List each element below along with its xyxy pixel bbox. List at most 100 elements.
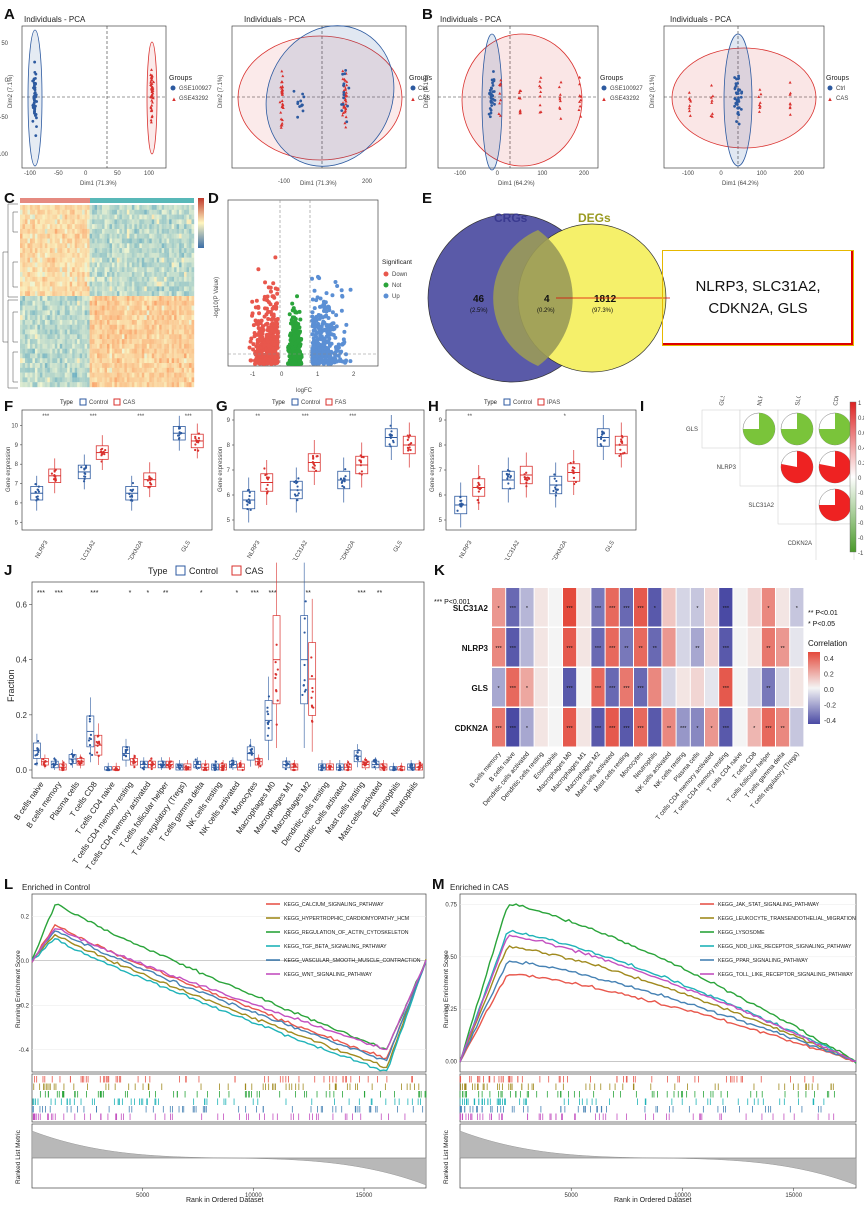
heatmap-cell	[166, 305, 170, 311]
heatmap-cell	[166, 272, 170, 278]
heatmap-cell	[49, 238, 53, 244]
heatmap-cell	[42, 286, 46, 292]
heatmap-cell	[92, 219, 95, 225]
heatmap-cell	[54, 339, 58, 345]
heatmap-cell	[49, 339, 53, 345]
heatmap-cell	[111, 377, 115, 383]
heatmap-cell	[74, 339, 78, 345]
pca-point	[343, 88, 347, 91]
heatmap-cell	[164, 363, 167, 369]
f-frame	[21, 409, 213, 531]
heatmap-cell	[42, 358, 46, 364]
box-point	[249, 508, 252, 511]
heatmap-cell	[54, 372, 58, 378]
heatmap-cell	[171, 382, 175, 388]
heatmap-cell	[74, 286, 78, 292]
heatmap-cell	[59, 324, 63, 330]
heatmap-cell	[141, 363, 145, 369]
heatmap-cell	[49, 248, 53, 254]
heatmap-cell	[186, 367, 190, 373]
heatmap-cell	[59, 209, 63, 215]
heatmap-cell	[141, 334, 145, 340]
heatmap-cell	[179, 209, 182, 215]
heatmap-cell	[107, 319, 110, 325]
heatmap-cell	[124, 329, 128, 335]
heatmap-cell	[49, 267, 53, 273]
heatmap-cell	[164, 228, 167, 234]
volcano-point	[316, 342, 321, 347]
heatmap-cell	[171, 300, 175, 306]
heatmap-cell	[104, 315, 108, 321]
panel-letter-h: H	[428, 398, 439, 415]
heatmap-cell	[39, 358, 43, 364]
box-point	[148, 481, 152, 484]
heatmap-cell	[82, 382, 85, 388]
heatmap-cell	[191, 252, 195, 258]
heatmap-cell	[87, 243, 90, 249]
heatmap-cell	[22, 281, 26, 287]
heatmap-cell	[89, 291, 93, 297]
heatmap-cell	[69, 224, 73, 230]
heatmap-cell	[134, 315, 138, 321]
heatmap-cell	[129, 319, 133, 325]
heatmap-cell	[146, 286, 150, 292]
heatmap-cell	[181, 334, 185, 340]
heatmap-cell	[124, 343, 128, 349]
box-point	[552, 489, 555, 493]
heatmap-cell	[119, 324, 123, 330]
heatmap-cell	[144, 214, 147, 220]
heatmap-cell	[171, 334, 175, 340]
heatmap-cell	[104, 319, 108, 325]
pca-point	[498, 91, 502, 95]
pca-point	[578, 82, 582, 86]
heatmap-cell	[64, 291, 68, 297]
heatmap-cell	[22, 377, 26, 383]
heatmap-cell	[77, 248, 80, 254]
heatmap-cell	[111, 228, 115, 234]
heatmap-cell	[64, 358, 68, 364]
heatmap-cell	[151, 319, 155, 325]
heatmap-cell	[34, 367, 38, 373]
heatmap-cell	[20, 209, 23, 215]
heatmap-cell	[114, 305, 118, 311]
heatmap-cell	[102, 324, 105, 330]
heatmap-cell	[87, 300, 90, 306]
heatmap-cell	[161, 296, 165, 301]
heatmap-cell	[64, 252, 68, 258]
heatmap-cell	[69, 363, 73, 369]
heatmap-cell	[37, 348, 41, 354]
heatmap-cell	[131, 262, 135, 268]
heatmap-cell	[34, 243, 38, 249]
heatmap-cell	[94, 243, 98, 249]
heatmap-cell	[171, 262, 175, 268]
heatmap-cell	[27, 367, 31, 373]
heatmap-cell	[139, 353, 142, 359]
heatmap-cell	[54, 348, 58, 354]
heatmap-cell	[34, 267, 38, 273]
heatmap-cell	[174, 252, 177, 258]
heatmap-cell	[24, 276, 28, 282]
heatmap-cell	[52, 353, 55, 359]
heatmap-cell	[156, 339, 160, 345]
heatmap-cell	[92, 377, 95, 383]
heatmap-cell	[57, 262, 60, 268]
heatmap-cell	[29, 224, 33, 230]
heatmap-cell	[116, 353, 120, 359]
heatmap-cell	[67, 363, 70, 369]
heatmap-cell	[136, 348, 140, 354]
pca-point	[151, 89, 155, 92]
j-point	[37, 750, 40, 754]
heatmap-cell	[134, 248, 138, 254]
heatmap-cell	[116, 382, 120, 388]
heatmap-cell	[166, 358, 170, 364]
pca-a1-legend-2: GSE43292	[179, 96, 209, 102]
heatmap-cell	[129, 324, 133, 330]
heatmap-cell	[94, 377, 98, 383]
heatmap-cell	[107, 382, 110, 388]
heatmap-cell	[121, 367, 125, 373]
heatmap-cell	[186, 228, 190, 234]
heatmap-cell	[134, 276, 138, 282]
heatmap-cell	[154, 219, 157, 225]
heatmap-cell	[131, 343, 135, 349]
heatmap-cell	[89, 238, 93, 244]
